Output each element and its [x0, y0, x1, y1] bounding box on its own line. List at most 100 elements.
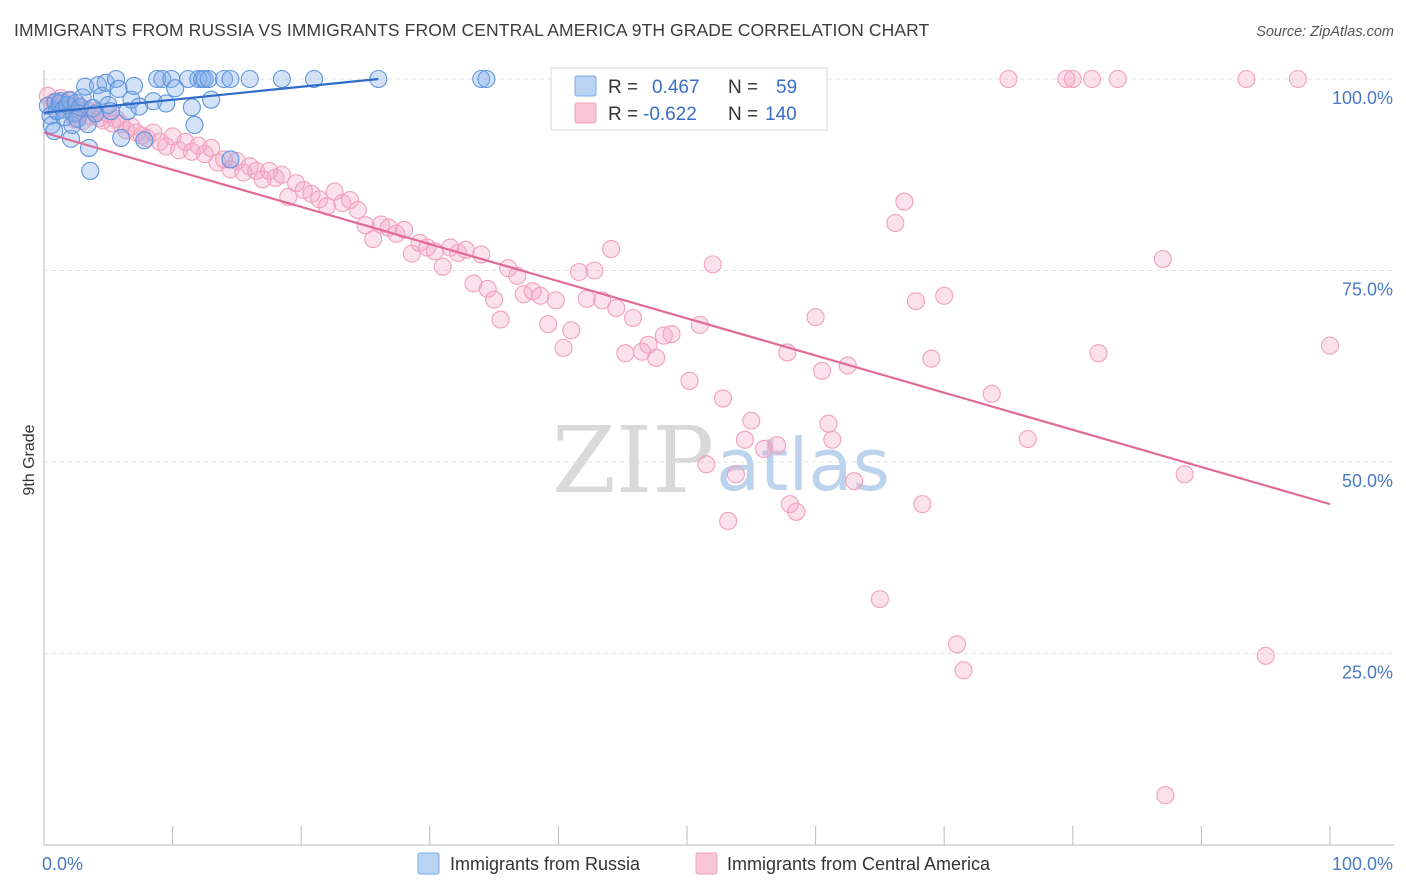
series-russia — [38, 69, 496, 180]
point-central-america — [806, 308, 825, 327]
point-central-america — [491, 310, 510, 329]
source-label: Source: ZipAtlas.com — [1256, 24, 1394, 40]
point-central-america — [1237, 69, 1256, 89]
point-central-america — [870, 590, 889, 609]
point-central-america — [585, 261, 604, 280]
point-central-america — [546, 291, 565, 310]
y-tick-label: 25.0% — [1342, 663, 1393, 683]
point-central-america — [713, 389, 733, 408]
point-central-america — [767, 436, 787, 455]
watermark: ZIP atlas — [552, 407, 890, 514]
point-central-america — [616, 344, 635, 363]
y-tick-label: 100.0% — [1332, 88, 1393, 108]
point-russia — [202, 90, 221, 109]
trend-line-central-america — [43, 131, 1331, 506]
point-central-america — [823, 430, 842, 449]
point-russia — [272, 69, 291, 89]
point-central-america — [531, 286, 550, 305]
point-central-america — [602, 240, 621, 259]
point-central-america — [607, 298, 626, 318]
point-central-america — [1108, 69, 1127, 89]
point-russia — [135, 131, 154, 150]
point-central-america — [539, 315, 558, 334]
bottom-legend-swatch-russia — [417, 852, 440, 875]
point-central-america — [999, 69, 1018, 89]
y-tick-labels: 100.0% 75.0% 50.0% 25.0% — [1332, 88, 1393, 683]
point-central-america — [982, 384, 1001, 403]
legend-r-value-central-america: -0.622 — [643, 104, 697, 125]
point-central-america — [787, 502, 806, 521]
y-tick-label: 50.0% — [1342, 471, 1393, 491]
series-central-america — [38, 69, 1340, 805]
point-central-america — [697, 455, 716, 474]
point-russia — [195, 69, 214, 89]
point-central-america — [895, 192, 914, 211]
point-central-america — [364, 230, 383, 249]
point-central-america — [906, 292, 925, 311]
point-russia — [166, 79, 185, 98]
point-central-america — [464, 274, 483, 293]
y-tick-label: 75.0% — [1342, 280, 1393, 300]
point-central-america — [287, 174, 306, 193]
point-central-america — [1057, 69, 1076, 89]
point-central-america — [662, 325, 681, 344]
point-central-america — [1153, 249, 1172, 269]
x-ticks — [43, 826, 1331, 845]
point-russia — [240, 69, 259, 89]
point-central-america — [1156, 786, 1175, 805]
point-central-america — [348, 200, 367, 220]
bottom-legend-russia: Immigrants from Russia — [450, 854, 641, 874]
chart-title: IMMIGRANTS FROM RUSSIA VS IMMIGRANTS FRO… — [14, 20, 930, 40]
point-central-america — [935, 286, 954, 305]
point-central-america — [623, 308, 643, 328]
watermark-zip: ZIP — [552, 407, 714, 514]
point-central-america — [647, 348, 666, 367]
point-central-america — [310, 190, 329, 209]
point-central-america — [341, 190, 360, 210]
point-central-america — [272, 165, 291, 184]
point-central-america — [577, 289, 596, 308]
point-russia — [81, 161, 100, 180]
point-russia — [189, 69, 208, 89]
point-central-america — [1175, 465, 1194, 484]
legend-n-label-central-america: N = — [728, 104, 758, 125]
point-russia — [477, 69, 496, 89]
point-russia — [472, 69, 491, 89]
point-russia — [305, 69, 324, 89]
point-central-america — [780, 495, 799, 514]
axes — [43, 70, 1394, 846]
point-russia — [118, 102, 137, 121]
point-russia — [182, 98, 201, 117]
bottom-legend-swatch-central-america — [695, 852, 718, 875]
point-central-america — [845, 472, 864, 491]
point-central-america — [954, 661, 973, 680]
point-central-america — [240, 157, 259, 176]
trend-line-russia — [43, 77, 379, 114]
point-central-america — [719, 511, 738, 531]
point-central-america — [703, 255, 722, 274]
point-russia — [214, 69, 234, 89]
point-russia — [86, 104, 105, 123]
legend: R = 0.467 N = 59 R = -0.622 N = 140 — [550, 67, 828, 131]
point-central-america — [913, 495, 932, 514]
point-russia — [109, 79, 128, 99]
point-central-america — [654, 326, 673, 345]
legend-r-label-russia: R = — [608, 77, 638, 98]
point-central-america — [1018, 429, 1037, 449]
point-central-america — [742, 411, 761, 430]
point-central-america — [1320, 336, 1340, 355]
point-central-america — [569, 262, 589, 282]
point-central-america — [1256, 646, 1275, 665]
trend-lines — [43, 77, 1331, 506]
point-central-america — [433, 257, 452, 276]
point-central-america — [819, 414, 838, 433]
point-central-america — [554, 338, 573, 357]
point-russia — [221, 150, 240, 169]
legend-n-label-russia: N = — [728, 77, 758, 98]
x-tick-label-min: 0.0% — [42, 854, 83, 874]
legend-swatch-russia — [574, 75, 597, 97]
point-central-america — [478, 279, 497, 298]
point-central-america — [1089, 344, 1108, 363]
point-central-america — [680, 371, 699, 390]
